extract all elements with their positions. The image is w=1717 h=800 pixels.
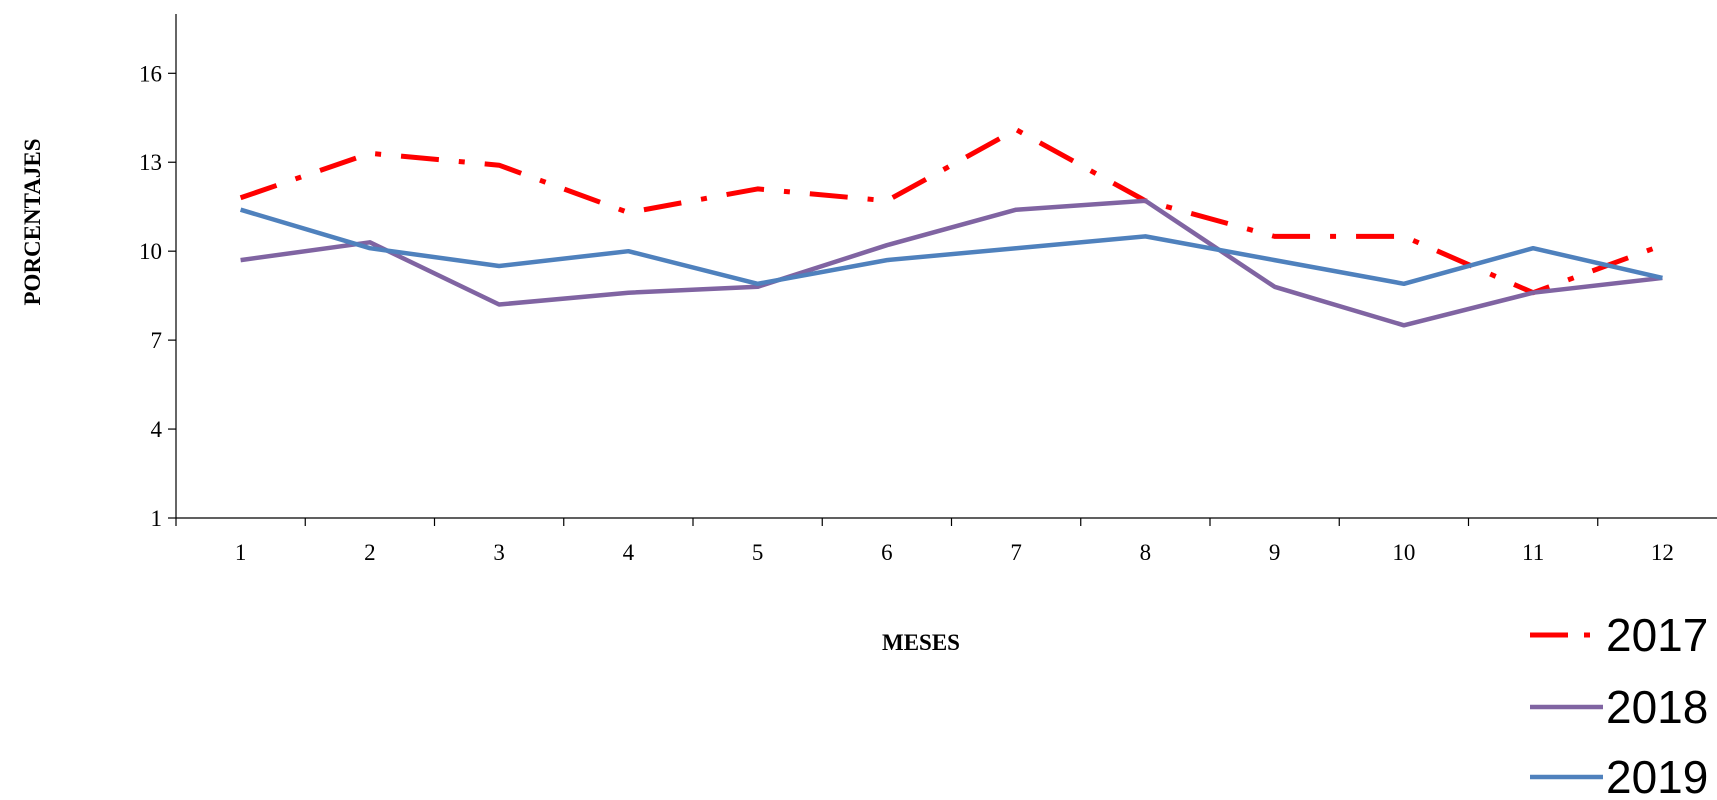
y-tick-label: 10: [139, 239, 162, 264]
legend-label-2017: 2017: [1606, 609, 1708, 661]
series-line-2018: [241, 201, 1663, 325]
legend-label-2019: 2019: [1606, 751, 1708, 795]
x-tick-label: 11: [1522, 540, 1544, 565]
y-tick-label: 13: [139, 150, 162, 175]
y-tick-label: 16: [139, 61, 162, 86]
series-line-2017: [241, 130, 1663, 293]
series-lines: [241, 130, 1663, 326]
x-tick-label: 7: [1010, 540, 1022, 565]
x-tick-label: 3: [493, 540, 505, 565]
y-tick-label: 7: [151, 328, 163, 353]
legend: 2017 2018 2019: [1530, 609, 1708, 795]
y-tick-label: 1: [151, 506, 163, 531]
x-tick-label: 8: [1140, 540, 1152, 565]
legend-label-2018: 2018: [1606, 681, 1708, 733]
x-tick-label: 4: [623, 540, 635, 565]
x-tick-label: 6: [881, 540, 893, 565]
y-axis-title: PORCENTAJES: [20, 139, 45, 306]
x-tick-label: 1: [235, 540, 247, 565]
x-tick-label: 2: [364, 540, 376, 565]
x-tick-label: 5: [752, 540, 764, 565]
series-line-2019: [241, 210, 1663, 284]
y-tick-label: 4: [151, 417, 163, 442]
x-tick-label: 12: [1651, 540, 1674, 565]
x-tick-label: 9: [1269, 540, 1281, 565]
x-axis-title: MESES: [882, 630, 960, 655]
x-tick-label: 10: [1392, 540, 1415, 565]
